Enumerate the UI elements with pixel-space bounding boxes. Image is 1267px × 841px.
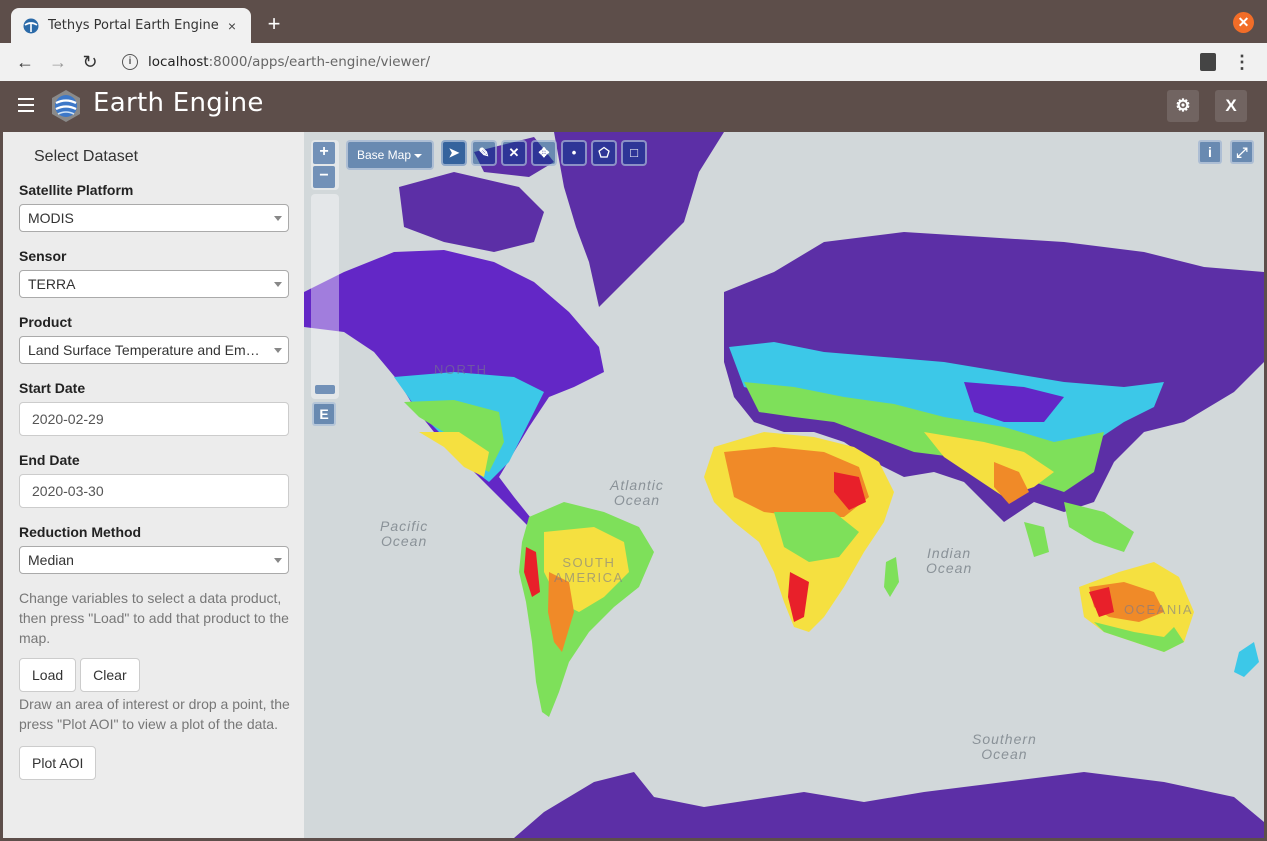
- settings-gear-icon[interactable]: ⚙: [1167, 90, 1199, 122]
- chevron-down-icon: [274, 558, 282, 563]
- arctic-islands: [399, 172, 544, 252]
- load-button-row: Load Clear: [19, 658, 289, 692]
- window-close-button[interactable]: ✕: [1233, 12, 1254, 33]
- zoom-slider[interactable]: [311, 194, 339, 399]
- platform-select-value: MODIS: [28, 210, 74, 226]
- base-map-label: Base Map: [357, 148, 412, 162]
- browser-menu-icon[interactable]: ⋮: [1233, 52, 1251, 72]
- draw-box-tool-icon[interactable]: □: [621, 140, 647, 166]
- sensor-select-value: TERRA: [28, 276, 76, 292]
- platform-select[interactable]: MODIS: [19, 204, 289, 232]
- tab-title: Tethys Portal Earth Engine: [48, 18, 219, 33]
- url-host: localhost: [148, 54, 209, 70]
- oceania-label: OCEANIA: [1124, 602, 1194, 617]
- clipboard-extension-icon[interactable]: [1200, 53, 1216, 71]
- indian-ocean-label: Indian Ocean: [926, 545, 973, 576]
- product-label: Product: [19, 314, 72, 330]
- back-icon[interactable]: ←: [16, 52, 34, 72]
- delete-tool-icon[interactable]: ✕: [501, 140, 527, 166]
- platform-label: Satellite Platform: [19, 182, 134, 198]
- zoom-controls: + −: [311, 140, 339, 190]
- tethys-favicon-icon: [23, 18, 39, 33]
- map-view[interactable]: Atlantic Ocean Pacific Ocean Indian Ocea…: [304, 132, 1264, 838]
- tab-close-icon[interactable]: ×: [227, 17, 237, 34]
- browser-address-bar: ← → ↻ i localhost:8000/apps/earth-engine…: [0, 43, 1267, 81]
- end-date-label: End Date: [19, 452, 80, 468]
- reduction-method-select[interactable]: Median: [19, 546, 289, 574]
- window-bottom-border: [0, 838, 1267, 841]
- pacific-ocean-label: Pacific Ocean: [380, 518, 429, 549]
- draw-polygon-tool-icon[interactable]: ⬠: [591, 140, 617, 166]
- exit-app-button[interactable]: X: [1215, 90, 1247, 122]
- app-title: Earth Engine: [93, 88, 264, 118]
- dataset-sidebar: Select Dataset Satellite Platform MODIS …: [3, 132, 304, 838]
- extent-button[interactable]: E: [312, 402, 336, 426]
- zoom-slider-thumb[interactable]: [315, 385, 335, 394]
- start-date-input[interactable]: 2020-02-29: [19, 402, 289, 436]
- sidebar-title: Select Dataset: [34, 148, 139, 165]
- atlantic-ocean-label: Atlantic Ocean: [610, 477, 664, 508]
- temperature-map-layer: [304, 132, 1264, 838]
- reduction-select-value: Median: [28, 552, 74, 568]
- reload-icon[interactable]: ↻: [82, 52, 98, 72]
- site-info-icon[interactable]: i: [122, 54, 138, 70]
- southern-ocean-label: Southern Ocean: [972, 731, 1037, 762]
- move-tool-icon[interactable]: ✥: [531, 140, 557, 166]
- fullscreen-icon[interactable]: ⤢: [1230, 140, 1254, 164]
- pan-select-tool-icon[interactable]: ➤: [441, 140, 467, 166]
- draw-line-tool-icon[interactable]: ✎: [471, 140, 497, 166]
- info-button[interactable]: i: [1198, 140, 1222, 164]
- earth-engine-logo-icon: [52, 90, 80, 122]
- hamburger-menu-icon[interactable]: [18, 98, 34, 112]
- start-date-label: Start Date: [19, 380, 86, 396]
- chevron-down-icon: [274, 282, 282, 287]
- base-map-dropdown[interactable]: Base Map: [346, 140, 434, 170]
- draw-point-tool-icon[interactable]: •: [561, 140, 587, 166]
- north-america-label: NORTH: [434, 362, 488, 377]
- sensor-label: Sensor: [19, 248, 67, 264]
- url-path: :8000/apps/earth-engine/viewer/: [208, 54, 430, 70]
- clear-button[interactable]: Clear: [80, 658, 140, 692]
- plot-help-text: Draw an area of interest or drop a point…: [19, 696, 290, 732]
- chevron-down-icon: [274, 216, 282, 221]
- chevron-down-icon: [414, 153, 423, 158]
- app-header: Earth Engine ⚙ X: [3, 81, 1264, 132]
- chevron-down-icon: [274, 348, 282, 353]
- browser-tab-bar: Tethys Portal Earth Engine × + ✕: [0, 0, 1267, 43]
- zoom-out-button[interactable]: −: [313, 166, 335, 188]
- plot-aoi-button[interactable]: Plot AOI: [19, 746, 97, 780]
- plot-button-row: Plot AOI: [19, 746, 289, 780]
- greenland-landmass: [554, 132, 724, 307]
- product-select-value: Land Surface Temperature and Emissivity: [28, 342, 287, 358]
- antarctica-landmass: [514, 772, 1264, 838]
- end-date-input[interactable]: 2020-03-30: [19, 474, 289, 508]
- south-america-label: SOUTH AMERICA: [554, 555, 624, 585]
- sensor-select[interactable]: TERRA: [19, 270, 289, 298]
- load-button[interactable]: Load: [19, 658, 77, 692]
- product-select[interactable]: Land Surface Temperature and Emissivity: [19, 336, 289, 364]
- url-field[interactable]: i localhost:8000/apps/earth-engine/viewe…: [112, 47, 1187, 77]
- reduction-method-label: Reduction Method: [19, 524, 142, 540]
- load-help-text: Change variables to select a data produc…: [19, 590, 289, 646]
- zoom-in-button[interactable]: +: [313, 142, 335, 164]
- new-tab-button[interactable]: +: [267, 11, 281, 36]
- browser-tab[interactable]: Tethys Portal Earth Engine ×: [11, 8, 251, 43]
- forward-icon[interactable]: →: [49, 52, 67, 72]
